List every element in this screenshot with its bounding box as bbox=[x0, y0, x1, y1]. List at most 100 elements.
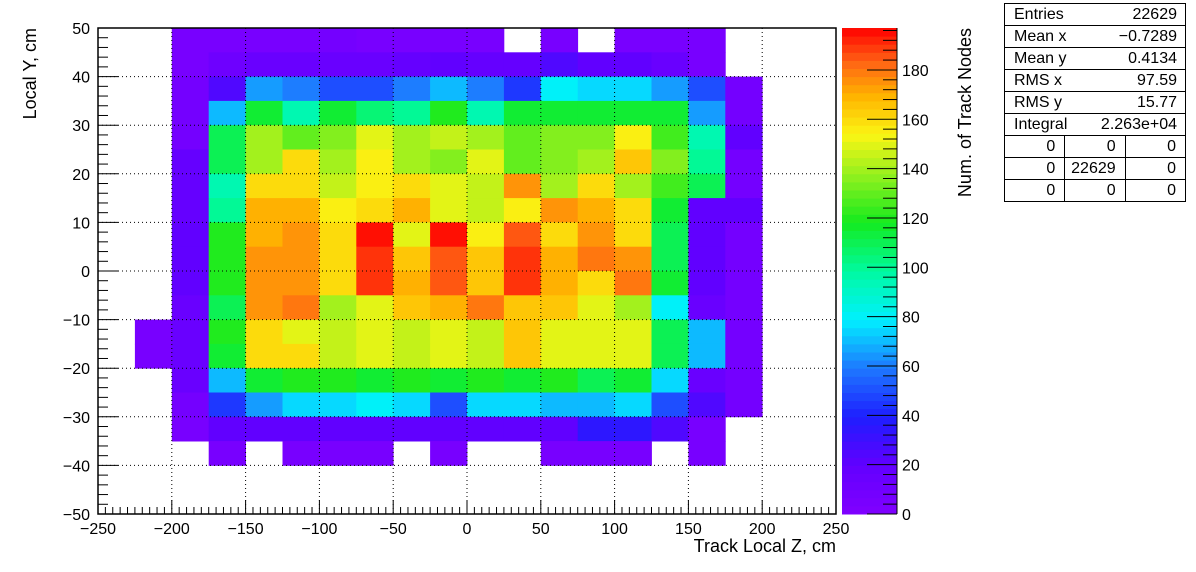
heatmap-cell bbox=[725, 76, 763, 102]
heatmap-cell bbox=[540, 295, 579, 320]
color-scale-label: 40 bbox=[902, 408, 920, 425]
heatmap-cell bbox=[171, 125, 210, 150]
stats-grid-cell: 0 bbox=[1046, 160, 1056, 177]
heatmap-cell bbox=[171, 271, 210, 296]
heatmap-cell bbox=[245, 295, 283, 320]
color-scale-segment bbox=[842, 311, 897, 321]
color-scale-segment bbox=[842, 360, 897, 369]
heatmap-cell bbox=[356, 246, 394, 272]
heatmap-cell bbox=[503, 76, 542, 102]
heatmap-cell bbox=[282, 76, 320, 102]
heatmap-cell bbox=[356, 368, 394, 393]
heatmap-cell bbox=[688, 198, 726, 223]
heatmap-cell bbox=[467, 76, 505, 102]
heatmap-cell bbox=[688, 222, 726, 248]
heatmap-cell bbox=[577, 198, 615, 223]
color-scale-bar: 0 20 40 60 80 100 120 140 160 180 bbox=[842, 28, 929, 524]
heatmap-cell bbox=[356, 392, 394, 418]
stats-row: Mean y 0.4134 bbox=[1005, 48, 1185, 70]
color-scale-segment bbox=[842, 149, 897, 159]
stats-label: Integral bbox=[1014, 116, 1068, 133]
stats-value: −0.7289 bbox=[1118, 28, 1177, 45]
color-scale-segment bbox=[842, 497, 897, 507]
heatmap-cell bbox=[467, 28, 505, 53]
stats-label: Mean y bbox=[1014, 50, 1067, 67]
x-tick-label: −250 bbox=[80, 521, 116, 538]
color-scale-segment bbox=[842, 206, 897, 215]
stats-grid-cell: 0 bbox=[1124, 158, 1185, 179]
heatmap-cell bbox=[467, 100, 505, 126]
heatmap-cell bbox=[171, 28, 210, 53]
color-scale-segment bbox=[842, 335, 897, 345]
heatmap-cell bbox=[430, 198, 468, 223]
x-tick-label: −100 bbox=[301, 521, 337, 538]
heatmap-cell bbox=[540, 125, 579, 150]
heatmap-cell bbox=[208, 198, 246, 223]
heatmap-cell bbox=[467, 368, 505, 393]
x-tick-label: 50 bbox=[532, 521, 550, 538]
heatmap-cell bbox=[467, 271, 505, 296]
heatmap-cell bbox=[725, 173, 763, 199]
heatmap-cell bbox=[171, 100, 210, 126]
heatmap-cell bbox=[393, 149, 431, 175]
x-tick-label: 200 bbox=[749, 521, 776, 538]
heatmap-cell bbox=[614, 100, 652, 126]
heatmap-cell bbox=[430, 416, 468, 442]
heatmap-cell bbox=[651, 246, 689, 272]
heatmap-cell bbox=[688, 392, 726, 418]
heatmap-cell bbox=[208, 173, 246, 199]
x-tick-label: 250 bbox=[823, 521, 850, 538]
color-scale-segment bbox=[842, 117, 897, 126]
heatmap-cell bbox=[430, 173, 468, 199]
color-scale-segment bbox=[842, 52, 897, 61]
heatmap-cell bbox=[393, 271, 431, 296]
color-scale-segment bbox=[842, 424, 897, 434]
heatmap-cell bbox=[614, 52, 652, 77]
heatmap-cell bbox=[614, 28, 652, 53]
heatmap-cell bbox=[577, 441, 615, 466]
heatmap-cell bbox=[208, 343, 246, 369]
heatmap-cell bbox=[503, 173, 542, 199]
heatmap-cell bbox=[245, 271, 283, 296]
color-scale-segment bbox=[842, 84, 897, 94]
heatmap-cell bbox=[577, 343, 615, 369]
color-scale-segment bbox=[842, 473, 897, 483]
stats-grid-cell: 0 bbox=[1046, 138, 1056, 155]
y-tick-label: −40 bbox=[63, 458, 90, 475]
heatmap-cell bbox=[282, 368, 320, 393]
color-scale-segment bbox=[842, 457, 897, 466]
stats-grid-cell: 0 bbox=[1124, 136, 1185, 157]
heatmap-cell bbox=[540, 52, 579, 77]
stats-value: 97.59 bbox=[1136, 72, 1177, 89]
heatmap-cell bbox=[688, 52, 726, 77]
heatmap-cell bbox=[356, 198, 394, 223]
heatmap-cell bbox=[467, 173, 505, 199]
heatmap-cell bbox=[614, 441, 652, 466]
heatmap-cell bbox=[651, 392, 689, 418]
heatmap-cell bbox=[356, 149, 394, 175]
heatmap-cell bbox=[503, 246, 542, 272]
heatmap-cell bbox=[430, 76, 468, 102]
heatmap-cell bbox=[171, 76, 210, 102]
heatmap-cell bbox=[614, 343, 652, 369]
heatmap-cell bbox=[245, 416, 283, 442]
heatmap-cell bbox=[319, 441, 357, 466]
color-scale-segment bbox=[842, 376, 897, 385]
color-scale-segment bbox=[842, 416, 897, 426]
heatmap-cell bbox=[430, 246, 468, 272]
y-tick-label: −30 bbox=[63, 410, 90, 427]
heatmap-cell bbox=[319, 246, 357, 272]
color-scale-segment bbox=[842, 44, 897, 53]
heatmap-cell bbox=[688, 246, 726, 272]
heatmap-cell bbox=[430, 100, 468, 126]
stats-grid-row: 0 22629 0 bbox=[1005, 158, 1185, 180]
heatmap-cell bbox=[503, 52, 542, 77]
heatmap-cell bbox=[393, 319, 431, 345]
heatmap-cell bbox=[540, 368, 579, 393]
heatmap-cell bbox=[356, 222, 394, 248]
heatmap-cell bbox=[171, 198, 210, 223]
heatmap-cell bbox=[208, 52, 246, 77]
heatmap-cell bbox=[171, 52, 210, 77]
heatmap-cell bbox=[540, 173, 579, 199]
heatmap-cell bbox=[245, 319, 283, 345]
